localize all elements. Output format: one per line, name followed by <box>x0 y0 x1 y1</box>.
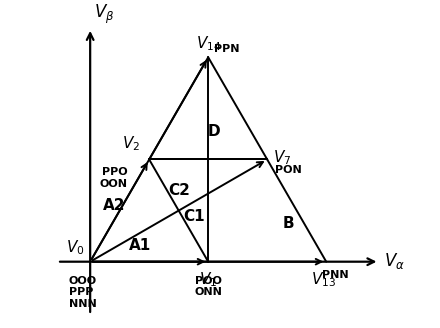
Text: $V_{13}$: $V_{13}$ <box>312 270 337 289</box>
Text: $V_\beta$: $V_\beta$ <box>94 2 114 26</box>
Text: $V_0$: $V_0$ <box>66 238 84 257</box>
Text: $V_\alpha$: $V_\alpha$ <box>384 251 405 271</box>
Text: PPO
OON: PPO OON <box>100 167 128 189</box>
Text: B: B <box>282 216 294 232</box>
Text: $V_7$: $V_7$ <box>273 149 291 167</box>
Text: A1: A1 <box>128 238 151 253</box>
Text: OOO
PPP
NNN: OOO PPP NNN <box>69 276 97 309</box>
Text: PPN: PPN <box>214 44 240 54</box>
Text: A2: A2 <box>103 197 125 213</box>
Text: $V_1$: $V_1$ <box>199 270 217 289</box>
Text: POO
ONN: POO ONN <box>194 276 222 297</box>
Text: C2: C2 <box>168 183 190 198</box>
Text: PNN: PNN <box>322 270 348 280</box>
Text: C1: C1 <box>183 209 205 224</box>
Text: PON: PON <box>275 165 302 175</box>
Text: D: D <box>208 124 220 139</box>
Text: $V_2$: $V_2$ <box>121 134 140 153</box>
Text: $V_{14}$: $V_{14}$ <box>195 34 221 53</box>
